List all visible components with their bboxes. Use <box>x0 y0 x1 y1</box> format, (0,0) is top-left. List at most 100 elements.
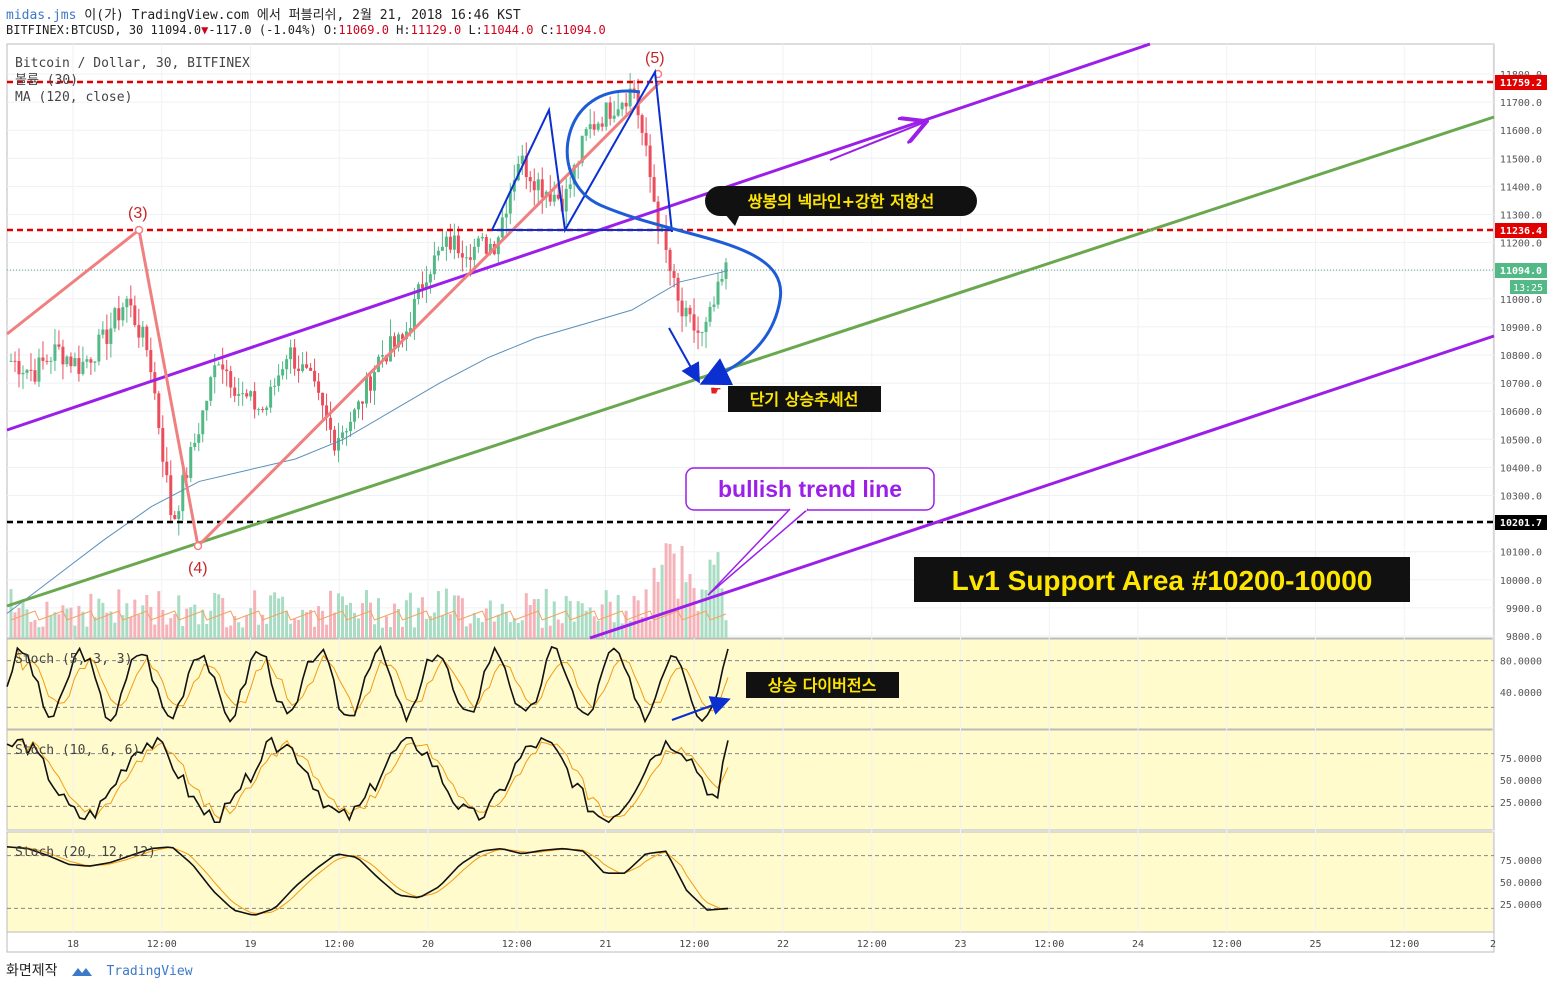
volume-bar <box>544 588 548 638</box>
volume-bar <box>33 619 37 638</box>
volume-bar <box>217 594 221 638</box>
volume-bar <box>584 610 588 638</box>
author-link[interactable]: midas.jms <box>6 8 77 23</box>
candle-body <box>464 257 468 259</box>
candle-body <box>209 377 213 401</box>
candle-body <box>9 360 13 362</box>
legend-volume: 볼륨 (30) <box>15 73 78 88</box>
stoch-tick: 25.0000 <box>1500 900 1542 911</box>
candle-body <box>337 438 341 451</box>
tradingview-brand[interactable]: TradingView <box>106 964 193 979</box>
time-tick: 2 <box>1490 939 1496 950</box>
volume-bar <box>724 620 728 638</box>
volume-bar <box>149 606 153 638</box>
volume-bar <box>560 623 564 638</box>
candle-body <box>25 369 29 373</box>
candle-body <box>504 213 508 218</box>
candle-body <box>49 360 53 362</box>
price-tick: 10100.0 <box>1500 548 1542 559</box>
wave4-point <box>193 541 203 551</box>
price-tick: 11200.0 <box>1500 239 1542 250</box>
candle-body <box>161 428 165 462</box>
wave3-label: (3) <box>128 205 148 222</box>
volume-bar <box>101 602 105 638</box>
candle-body <box>564 188 568 212</box>
candle-body <box>472 246 476 260</box>
tradingview-logo-icon <box>71 968 92 976</box>
candle-body <box>432 255 436 275</box>
time-tick: 12:00 <box>857 939 887 950</box>
candle-body <box>588 124 592 130</box>
candle-body <box>65 356 69 365</box>
candle-body <box>580 135 584 163</box>
candle-body <box>520 155 524 164</box>
candle-body <box>61 346 65 365</box>
candle-body <box>349 421 353 432</box>
volume-bar <box>109 611 113 638</box>
volume-bar <box>177 595 181 638</box>
stoch-k-line <box>6 736 729 824</box>
candle-body <box>201 410 205 435</box>
upper-channel-line[interactable] <box>6 42 1151 432</box>
short-term-trend-line[interactable] <box>6 115 1495 608</box>
down-arrow-icon: ▼ <box>201 23 209 37</box>
volume-bar <box>277 598 281 638</box>
price-axis[interactable]: 9800.09900.010000.010100.010200.010300.0… <box>1500 70 1542 643</box>
bullish-trend-line[interactable] <box>589 334 1495 640</box>
drop-arrow <box>668 327 700 384</box>
volume-bar <box>392 603 396 638</box>
volume-bar <box>81 611 85 638</box>
candle-body <box>105 329 109 344</box>
volume-bar <box>452 595 456 638</box>
candle-body <box>456 235 460 254</box>
volume-bar <box>400 626 404 638</box>
price-change: -117.0 (-1.04%) <box>208 23 317 37</box>
volume-bar <box>440 615 444 638</box>
volume-bar <box>213 593 217 638</box>
volume-bar <box>249 608 253 638</box>
volume-bar <box>572 621 576 638</box>
candle-body <box>189 447 193 478</box>
time-tick: 22 <box>777 939 789 950</box>
candle-body <box>592 124 596 130</box>
level-tag-neck-text: 11236.4 <box>1500 226 1542 237</box>
volume-bar <box>9 589 13 638</box>
time-axis-labels[interactable]: 18 12:00 19 12:00 20 12:00 21 12:00 22 12:00 23 12:… <box>67 939 1496 950</box>
volume-bar <box>345 605 349 638</box>
candle-body <box>460 253 464 258</box>
volume-bar <box>261 614 265 638</box>
candle-body <box>480 237 484 239</box>
candle-body <box>516 163 520 181</box>
volume-bar <box>472 612 476 638</box>
candle-body <box>556 194 560 199</box>
volume-bar <box>69 607 73 638</box>
price-tick: 11400.0 <box>1500 182 1542 193</box>
candle-body <box>293 347 297 369</box>
candle-body <box>13 360 17 362</box>
volume-bar <box>325 624 329 638</box>
volume-bar <box>309 609 313 638</box>
candle-body <box>536 179 540 191</box>
candle-body <box>664 226 668 250</box>
stoch-k-line <box>6 846 729 916</box>
volume-bar <box>480 622 484 638</box>
volume-bar <box>384 616 388 638</box>
volume-bar <box>592 616 596 638</box>
volume-bar <box>412 627 416 638</box>
volume-bar <box>313 626 317 638</box>
volume-bar <box>500 603 504 638</box>
short-trend-text: 단기 상승추세선 <box>750 390 859 409</box>
volume-bar <box>321 610 325 638</box>
candle-body <box>325 405 329 418</box>
volume-bar <box>608 601 612 638</box>
volume-bar <box>532 599 536 638</box>
volume-bar <box>85 626 89 638</box>
candle-body <box>173 515 177 519</box>
candle-body <box>117 308 121 321</box>
volume-bar <box>333 612 337 638</box>
candle-body <box>572 164 576 185</box>
candle-body <box>249 391 253 397</box>
stoch-signal-line <box>6 739 729 820</box>
volume-bar <box>580 603 584 638</box>
